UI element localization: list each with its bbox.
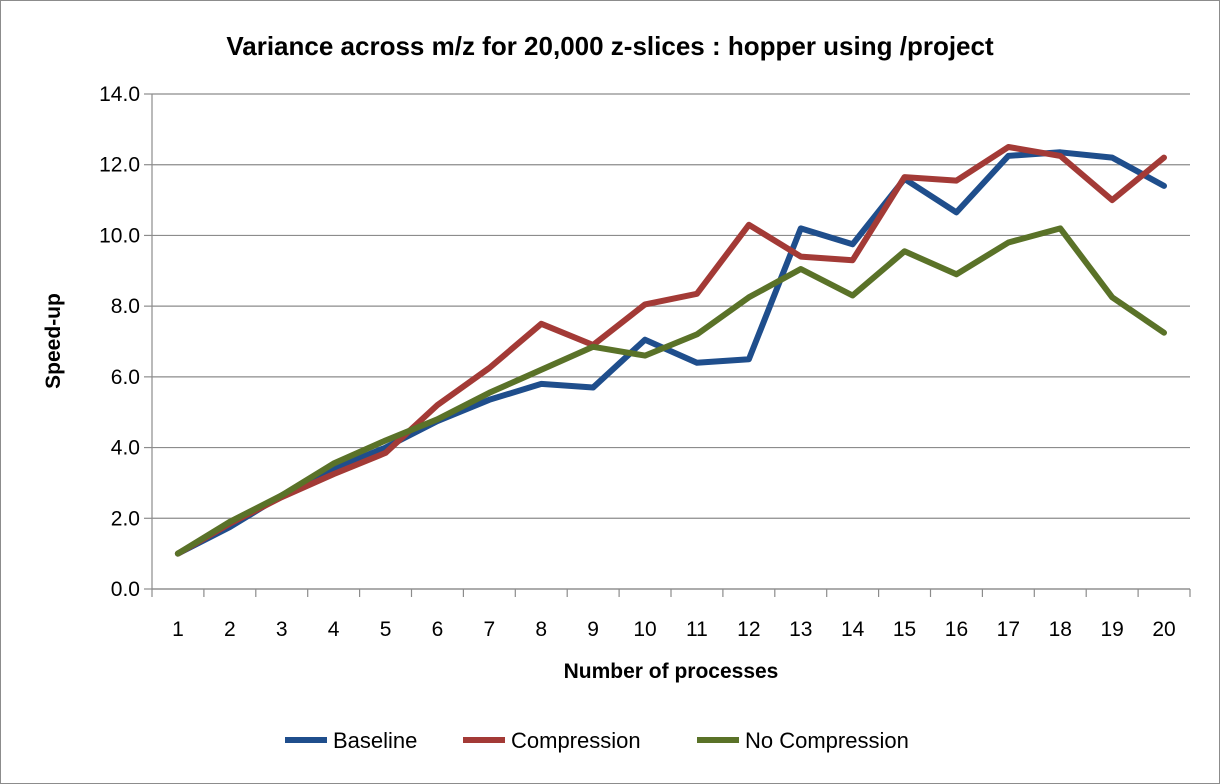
x-tick-label: 8 (535, 618, 547, 641)
gridlines (152, 93, 1190, 590)
series-line-baseline (174, 149, 1167, 557)
x-tick-label: 16 (945, 618, 968, 641)
x-axis-title: Number of processes (564, 660, 779, 683)
y-tick-label: 12.0 (99, 154, 140, 177)
x-tick-label: 18 (1049, 618, 1072, 641)
x-tick-label: 15 (893, 618, 916, 641)
legend-item: Compression (463, 728, 641, 753)
legend-label: Compression (511, 728, 641, 753)
legend-item: Baseline (285, 728, 417, 753)
x-tick-label: 4 (328, 618, 340, 641)
series-line-no-compression (174, 225, 1167, 557)
y-axis-title: Speed-up (42, 293, 65, 389)
y-tick-label: 10.0 (99, 224, 140, 247)
y-tick-label: 6.0 (111, 366, 140, 389)
axes (144, 93, 1191, 597)
x-tick-label: 7 (484, 618, 496, 641)
y-tick-label: 4.0 (111, 437, 140, 460)
x-tick-label: 5 (380, 618, 392, 641)
x-tick-label: 10 (633, 618, 656, 641)
y-tick-label: 0.0 (111, 578, 140, 601)
tick-labels: 0.02.04.06.08.010.012.014.01 2 3 4 5 6 7 8 9 10 11… (99, 83, 1176, 641)
legend-label: No Compression (745, 728, 909, 753)
x-tick-label: 9 (587, 618, 599, 641)
x-tick-label: 2 (224, 618, 236, 641)
x-tick-label: 13 (789, 618, 812, 641)
legend: Baseline Compression No Compression (285, 728, 909, 753)
x-tick-label: 17 (997, 618, 1020, 641)
x-tick-label: 11 (686, 618, 708, 641)
x-tick-label: 3 (276, 618, 288, 641)
x-tick-label: 12 (737, 618, 760, 641)
x-tick-label: 19 (1100, 618, 1123, 641)
y-tick-label: 2.0 (111, 507, 140, 530)
x-tick-label: 1 (172, 618, 184, 641)
y-tick-label: 14.0 (99, 83, 140, 106)
x-tick-label: 20 (1152, 618, 1175, 641)
legend-label: Baseline (333, 728, 417, 753)
y-tick-label: 8.0 (111, 295, 140, 318)
series-lines (174, 144, 1167, 557)
series-line-compression (174, 144, 1167, 557)
x-tick-label: 14 (841, 618, 865, 641)
legend-item: No Compression (697, 728, 909, 753)
x-tick-label: 6 (432, 618, 444, 641)
chart-title: Variance across m/z for 20,000 z-slices … (226, 31, 994, 61)
